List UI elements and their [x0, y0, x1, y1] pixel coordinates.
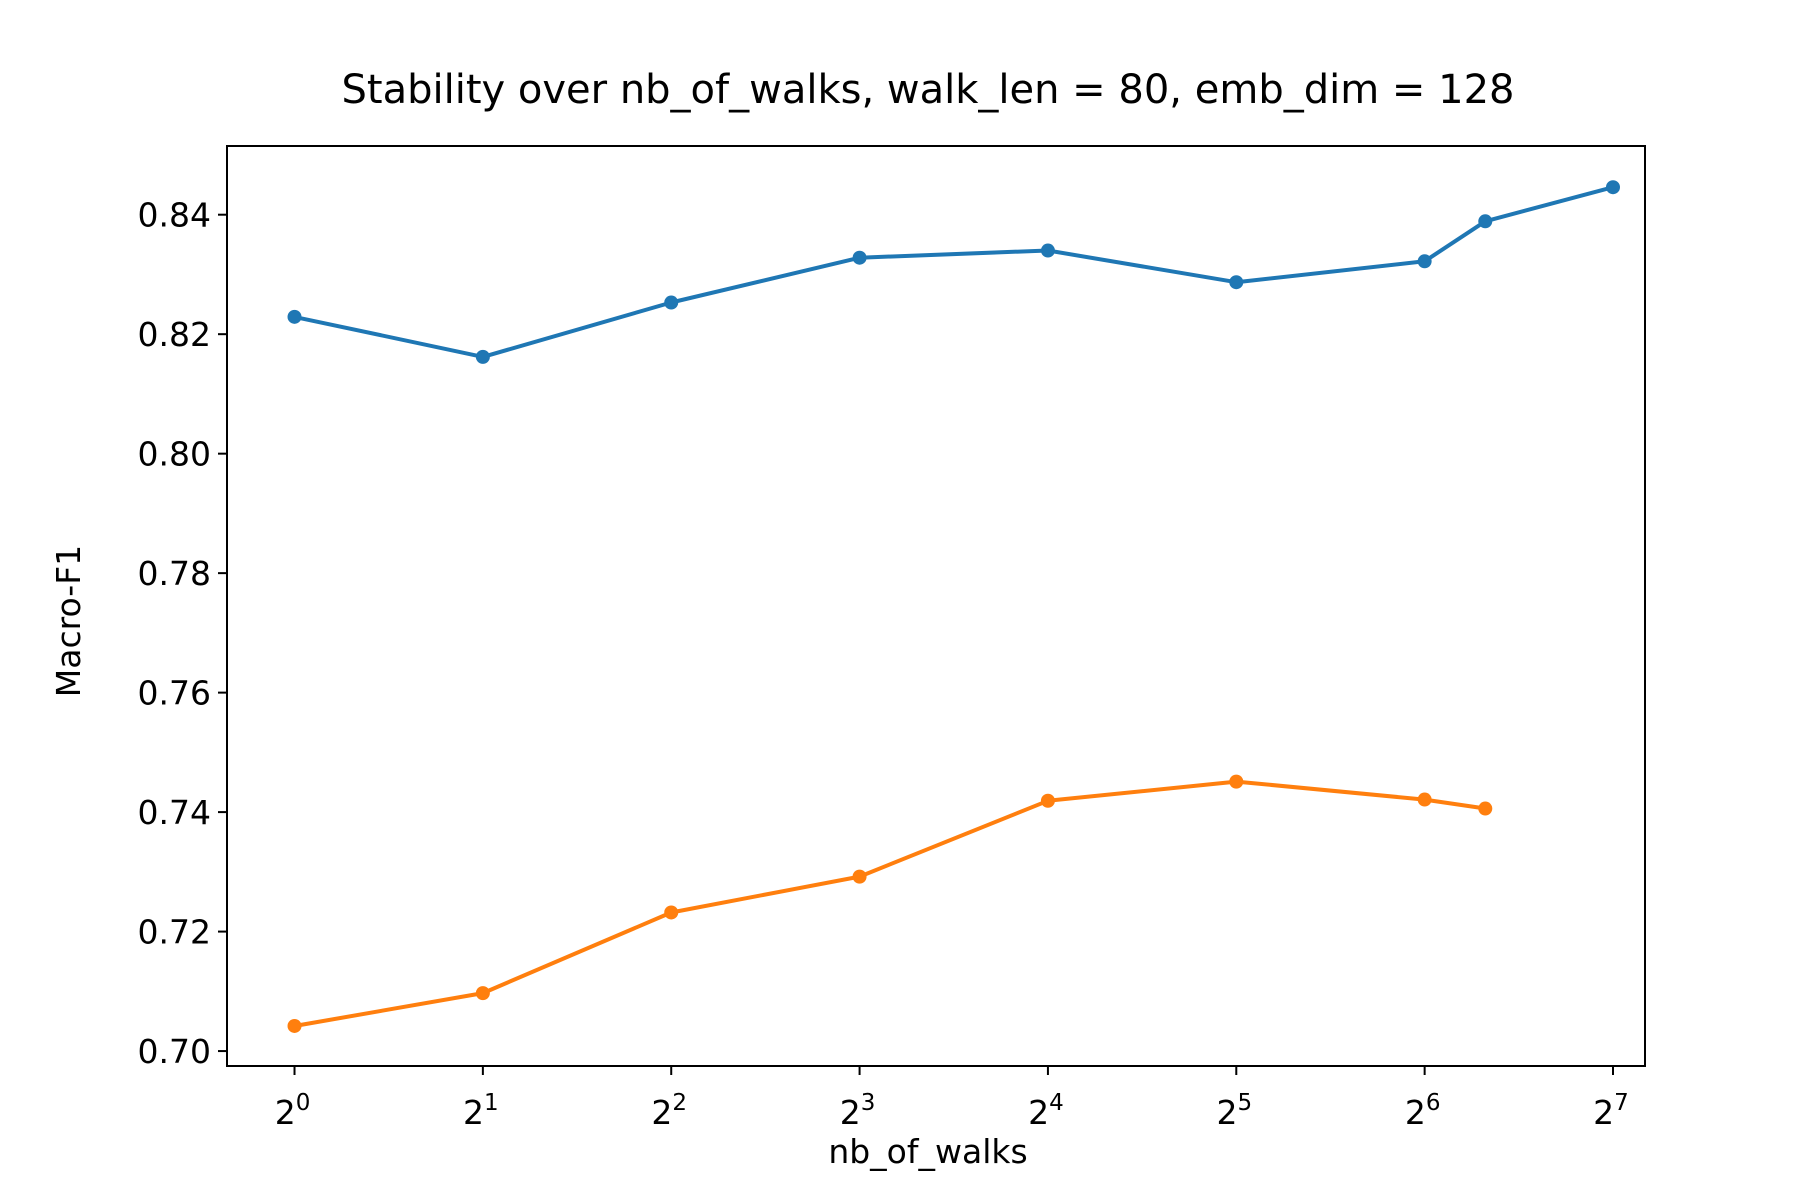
x-axis-label: nb_of_walks: [828, 1132, 1027, 1171]
y-tick-label: 0.80: [138, 435, 211, 474]
series-1-point: [1605, 180, 1620, 195]
y-tick-label: 0.70: [138, 1032, 211, 1071]
plot-area: 0.70 0.72 0.74 0.76 0.78 0.80 0.82 0.84 20 21 22 23…: [138, 145, 1646, 1132]
x-tick-label: 23: [840, 1090, 876, 1132]
series-2-point: [475, 986, 490, 1001]
series-1-point: [852, 250, 867, 265]
axes-frame: [226, 145, 1646, 1067]
series-1-point: [664, 295, 679, 310]
y-tick-label: 0.78: [138, 554, 211, 593]
x-tick-label: 21: [463, 1090, 499, 1132]
series-2-point: [1417, 792, 1432, 807]
series-1-point: [1478, 214, 1493, 229]
series-2-point: [1040, 793, 1055, 808]
series-1-point: [1040, 243, 1055, 258]
series-1-point: [1229, 275, 1244, 290]
x-tick-label: 26: [1405, 1090, 1441, 1132]
series-2-point: [664, 905, 679, 920]
x-tick-label: 25: [1216, 1090, 1252, 1132]
y-axis-label: Macro-F1: [49, 545, 88, 697]
y-tick-label: 0.72: [138, 913, 211, 952]
series-2-point: [1229, 774, 1244, 789]
x-tick-label: 24: [1028, 1090, 1064, 1132]
series-1-point: [475, 349, 490, 364]
y-tick-label: 0.84: [138, 196, 211, 235]
series-2-line: [292, 779, 1488, 1028]
series-1-point: [287, 309, 302, 324]
series-2-point: [1478, 801, 1493, 816]
series-1-point: [1417, 254, 1432, 269]
y-tick-label: 0.82: [138, 315, 211, 354]
x-tick-label: 22: [651, 1090, 687, 1132]
chart-title: Stability over nb_of_walks, walk_len = 8…: [342, 67, 1515, 113]
y-tick-label: 0.74: [138, 793, 211, 832]
x-tick-label: 20: [275, 1090, 311, 1132]
series-2-point: [287, 1018, 302, 1033]
series-2-point: [852, 869, 867, 884]
x-tick-label: 27: [1593, 1090, 1629, 1132]
y-tick-label: 0.76: [138, 674, 211, 713]
